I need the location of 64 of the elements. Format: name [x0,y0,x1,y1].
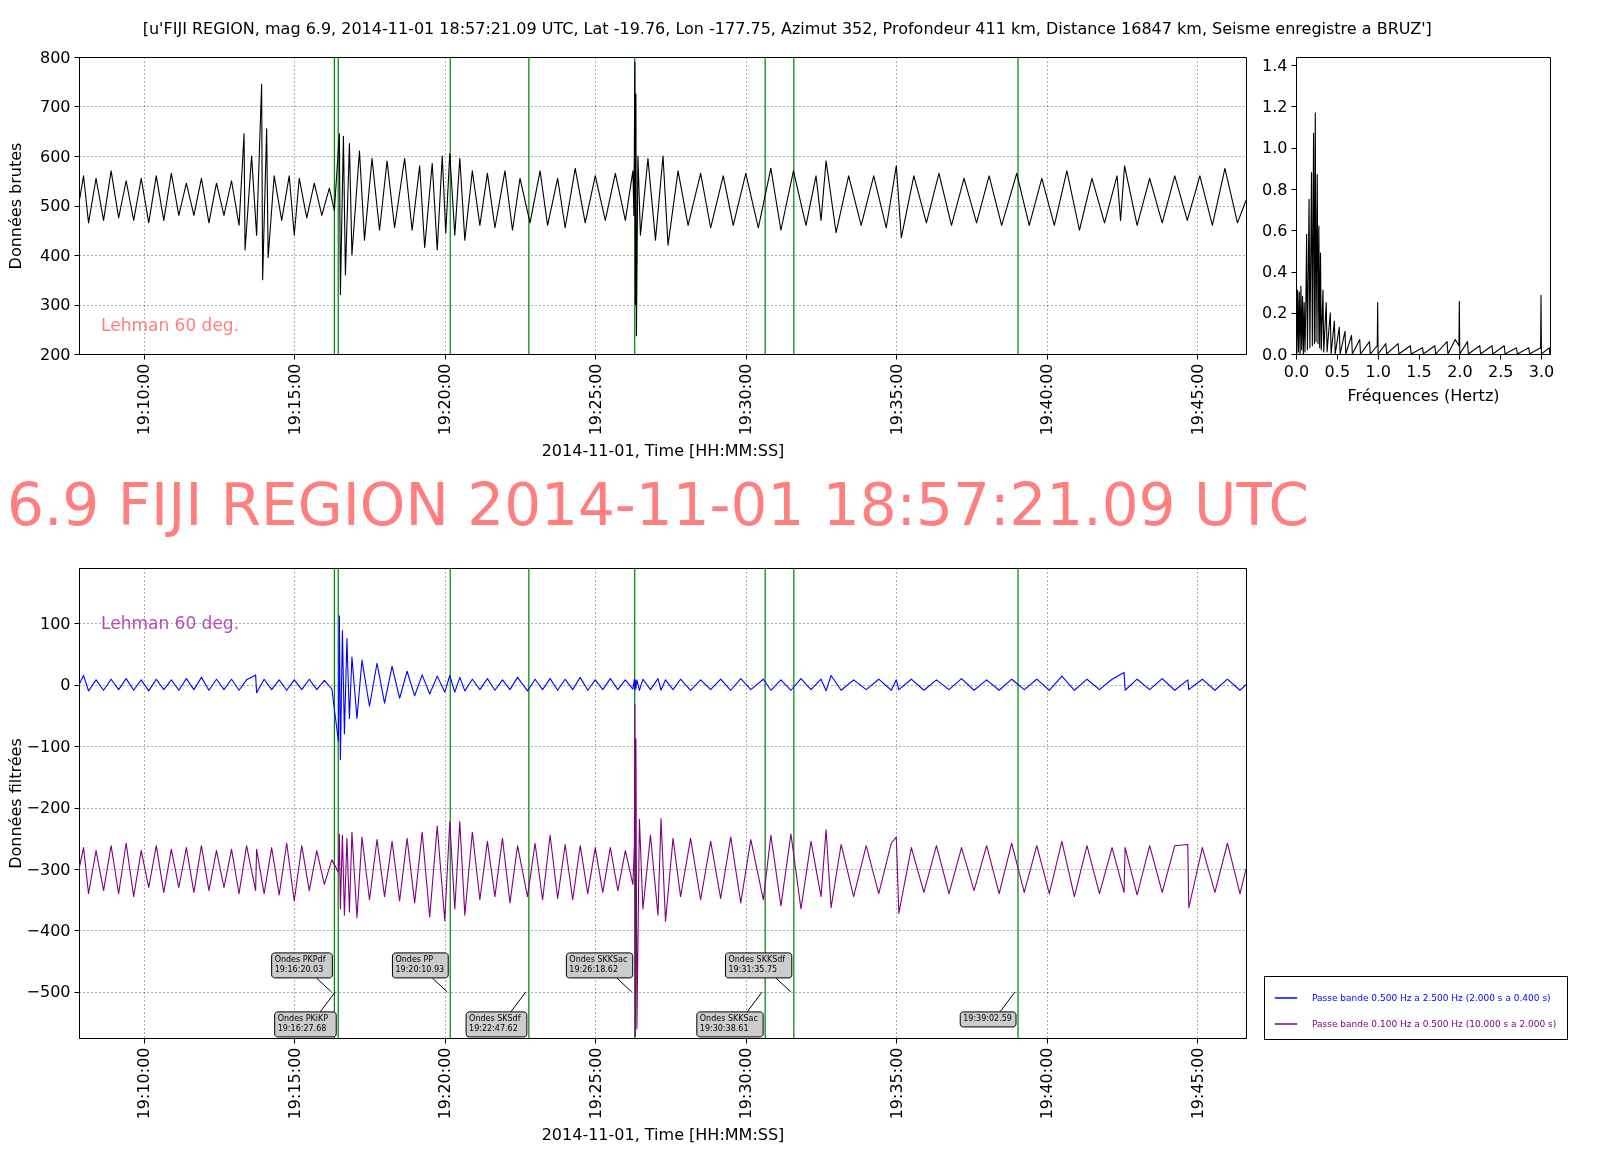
chart-title: 6.9 FIJI REGION 2014-11-01 18:57:21.09 UTC [7,471,1309,540]
y-tick-label: 700 [39,97,71,116]
annotation: Ondes PKPdf 19:16:20.03 [274,954,326,974]
y-tick-label: 500 [39,196,71,215]
y-tick-label: 300 [39,295,71,314]
y-tick-label: 0.6 [1262,220,1288,240]
x-tick-label: 19:25:00 [585,363,605,436]
y-tick-label: 800 [39,47,71,67]
annotation: Lehman 60 deg. [101,315,240,335]
x-tick-label: 19:10:00 [134,1047,154,1120]
y-axis-title: Données filtrées [5,738,25,869]
chart-title: [u'FIJI REGION, mag 6.9, 2014-11-01 18:57:21.09 UTC, Lat -19.76, Lon -177.75, Azimut 352, Profondeur 411 km, Distance 16847 km, Seisme enregistre a BRUZ'] [142,18,1432,38]
x-tick-label: 19:15:00 [284,1047,304,1120]
y-tick-label: 0.2 [1262,303,1288,323]
x-tick-label: 19:45:00 [1187,363,1207,436]
annotation: Lehman 60 deg. [101,613,240,633]
x-tick-label: 19:30:00 [736,1047,756,1120]
y-tick-label: −400 [26,920,71,940]
y-tick-label: −100 [26,736,71,756]
legend-label: Passe bande 0.500 Hz a 2.500 Hz (2.000 s a 0.400 s) [1312,993,1551,1003]
x-tick-label: 1.0 [1365,361,1391,381]
y-tick-label: −200 [26,798,71,818]
x-tick-label: 0.0 [1283,361,1310,381]
y-axis-title: Données brutes [5,142,25,270]
annotation: Ondes SKKSac 19:26:18.62 [569,954,628,974]
y-tick-label: −500 [26,982,71,1002]
annotation: Ondes SKSdf 19:22:47.62 [469,1013,521,1033]
x-tick-label: 19:20:00 [435,363,455,436]
y-tick-label: 200 [39,344,71,364]
y-tick-label: 0.8 [1262,179,1288,199]
annotation: 19:39:02.59 [963,1013,1012,1023]
y-tick-label: 1.4 [1262,55,1288,75]
y-tick-label: 0 [60,675,71,695]
x-tick-label: 2.5 [1487,361,1514,381]
legend-label: Passe bande 0.100 Hz a 0.500 Hz (10.000 s a 2.000 s) [1312,1019,1557,1029]
x-axis-title: 2014-11-01, Time [HH:MM:SS] [541,441,785,461]
x-tick-label: 19:40:00 [1037,1047,1057,1120]
x-tick-label: 0.5 [1324,361,1351,381]
y-tick-label: 1.2 [1262,97,1288,116]
y-tick-label: 0.0 [1262,344,1288,364]
x-tick-label: 2.0 [1447,361,1473,381]
x-tick-label: 19:20:00 [435,1047,455,1120]
annotation: Ondes PP 19:20:10.93 [395,954,445,974]
y-tick-label: 100 [39,613,71,633]
x-tick-label: 19:45:00 [1187,1047,1207,1120]
y-tick-label: 1.0 [1262,138,1288,158]
x-tick-label: 19:35:00 [886,363,906,436]
x-tick-label: 19:35:00 [886,1047,906,1120]
annotation: Ondes SKKSac 19:30:38.61 [699,1013,758,1033]
x-tick-label: 19:40:00 [1037,363,1057,436]
x-tick-label: 19:25:00 [585,1047,605,1120]
y-tick-label: 0.4 [1262,262,1288,281]
y-tick-label: −300 [26,859,71,879]
x-tick-label: 19:15:00 [284,363,304,436]
x-tick-label: 3.0 [1528,361,1555,381]
x-tick-label: 1.5 [1406,361,1432,381]
x-tick-label: 19:10:00 [134,363,154,436]
y-tick-label: 600 [39,146,71,166]
x-axis-title: Fréquences (Hertz) [1347,385,1500,405]
x-axis-title: 2014-11-01, Time [HH:MM:SS] [541,1125,785,1145]
annotation: Ondes SKKSdf 19:31:35.75 [728,954,786,974]
annotation: Ondes PKiKP 19:16:27.68 [277,1013,329,1033]
y-tick-label: 400 [39,245,71,265]
x-tick-label: 19:30:00 [736,363,756,436]
